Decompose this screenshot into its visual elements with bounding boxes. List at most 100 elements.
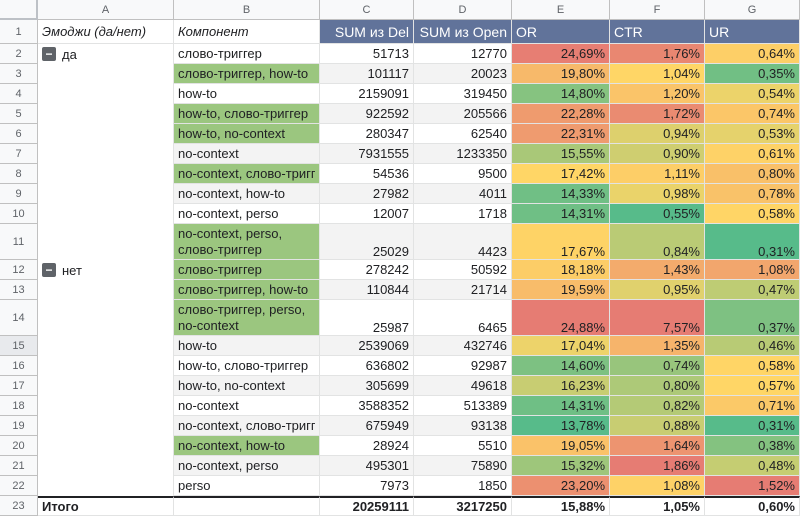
row-header[interactable]: 1 [0,20,38,44]
row-header[interactable]: 3 [0,64,38,84]
cell-d[interactable]: 49618 [414,376,512,396]
cell-f[interactable]: 0,80% [610,376,705,396]
row-header[interactable]: 22 [0,476,38,496]
cell-d[interactable]: 62540 [414,124,512,144]
cell-f[interactable]: 1,04% [610,64,705,84]
cell-group[interactable] [38,144,174,164]
cell-group[interactable] [38,356,174,376]
cell-d[interactable]: 93138 [414,416,512,436]
cell-d[interactable]: 1850 [414,476,512,496]
cell-component[interactable]: no-context, слово-тригге [174,164,320,184]
header-cell-g[interactable]: UR [705,20,800,44]
cell-g[interactable]: 0,58% [705,204,800,224]
cell-g[interactable]: 0,53% [705,124,800,144]
cell-c[interactable]: 495301 [320,456,414,476]
cell-d[interactable]: 1718 [414,204,512,224]
cell-component[interactable]: no-context, how-to [174,436,320,456]
row-header[interactable]: 9 [0,184,38,204]
row-header[interactable]: 2 [0,44,38,64]
cell-group[interactable] [38,416,174,436]
cell-g[interactable]: 1,52% [705,476,800,496]
column-header-f[interactable]: F [610,0,705,20]
column-header-g[interactable]: G [705,0,800,20]
cell-component[interactable]: слово-триггер [174,44,320,64]
cell-d[interactable]: 20023 [414,64,512,84]
cell-component[interactable]: no-context, perso, слово-триггер [174,224,320,260]
cell-component[interactable]: how-to, слово-триггер [174,104,320,124]
cell-e[interactable]: 23,20% [512,476,610,496]
cell-component[interactable]: how-to [174,84,320,104]
cell-e[interactable]: 15,32% [512,456,610,476]
cell-g[interactable]: 0,46% [705,336,800,356]
cell-d[interactable]: 4423 [414,224,512,260]
cell-e[interactable]: 14,60% [512,356,610,376]
cell-g[interactable]: 0,35% [705,64,800,84]
cell-f[interactable]: 1,64% [610,436,705,456]
cell-c[interactable]: 51713 [320,44,414,64]
cell-component[interactable]: how-to, слово-триггер [174,356,320,376]
total-cell-b[interactable] [174,496,320,516]
cell-g[interactable]: 0,38% [705,436,800,456]
cell-f[interactable]: 1,20% [610,84,705,104]
cell-component[interactable]: no-context, how-to [174,184,320,204]
cell-e[interactable]: 22,28% [512,104,610,124]
cell-component[interactable]: no-context [174,144,320,164]
row-header[interactable]: 7 [0,144,38,164]
total-cell-a[interactable]: Итого [38,496,174,516]
cell-f[interactable]: 1,76% [610,44,705,64]
cell-g[interactable]: 1,08% [705,260,800,280]
cell-e[interactable]: 17,04% [512,336,610,356]
row-header[interactable]: 15 [0,336,38,356]
cell-c[interactable]: 922592 [320,104,414,124]
cell-f[interactable]: 0,95% [610,280,705,300]
cell-f[interactable]: 0,88% [610,416,705,436]
row-header[interactable]: 11 [0,224,38,260]
row-header[interactable]: 12 [0,260,38,280]
cell-d[interactable]: 4011 [414,184,512,204]
total-cell-d[interactable]: 3217250 [414,496,512,516]
cell-g[interactable]: 0,74% [705,104,800,124]
cell-e[interactable]: 19,59% [512,280,610,300]
cell-c[interactable]: 28924 [320,436,414,456]
select-all-corner[interactable] [0,0,38,20]
cell-e[interactable]: 14,31% [512,396,610,416]
cell-g[interactable]: 0,47% [705,280,800,300]
cell-group[interactable] [38,336,174,356]
cell-d[interactable]: 21714 [414,280,512,300]
cell-c[interactable]: 280347 [320,124,414,144]
header-cell-b[interactable]: Компонент [174,20,320,44]
total-cell-f[interactable]: 1,05% [610,496,705,516]
row-header[interactable]: 5 [0,104,38,124]
cell-d[interactable]: 6465 [414,300,512,336]
cell-c[interactable]: 675949 [320,416,414,436]
cell-c[interactable]: 2159091 [320,84,414,104]
cell-d[interactable]: 205566 [414,104,512,124]
cell-g[interactable]: 0,37% [705,300,800,336]
header-cell-f[interactable]: CTR [610,20,705,44]
row-header[interactable]: 14 [0,300,38,336]
cell-e[interactable]: 13,78% [512,416,610,436]
cell-d[interactable]: 50592 [414,260,512,280]
cell-c[interactable]: 27982 [320,184,414,204]
cell-component[interactable]: no-context, perso [174,456,320,476]
cell-g[interactable]: 0,61% [705,144,800,164]
cell-e[interactable]: 14,31% [512,204,610,224]
cell-f[interactable]: 0,94% [610,124,705,144]
cell-g[interactable]: 0,80% [705,164,800,184]
cell-component[interactable]: how-to, no-context [174,376,320,396]
cell-e[interactable]: 16,23% [512,376,610,396]
cell-e[interactable]: 19,05% [512,436,610,456]
cell-group[interactable] [38,124,174,144]
row-header[interactable]: 20 [0,436,38,456]
cell-f[interactable]: 1,11% [610,164,705,184]
cell-c[interactable]: 636802 [320,356,414,376]
cell-g[interactable]: 0,58% [705,356,800,376]
cell-e[interactable]: 17,42% [512,164,610,184]
cell-group[interactable] [38,456,174,476]
cell-d[interactable]: 1233350 [414,144,512,164]
cell-d[interactable]: 9500 [414,164,512,184]
cell-e[interactable]: 22,31% [512,124,610,144]
cell-f[interactable]: 0,74% [610,356,705,376]
cell-group[interactable]: − нет [38,260,174,280]
cell-group[interactable] [38,204,174,224]
